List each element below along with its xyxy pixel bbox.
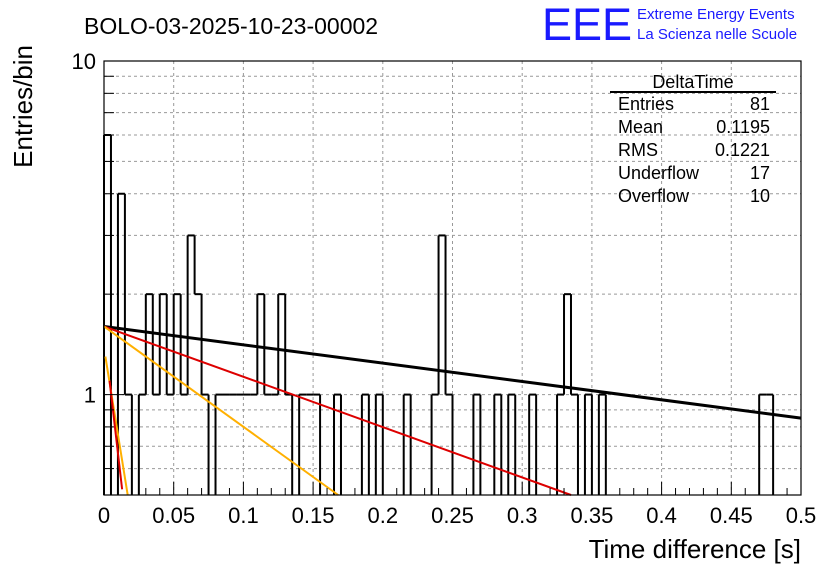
eee-logo-mark: EEE [542,0,632,50]
x-tick-label: 0 [98,503,110,528]
stats-row-label: Entries [618,94,674,114]
x-tick-label: 0.45 [710,503,753,528]
x-tick-label: 0.05 [152,503,195,528]
y-tick-label: 1 [84,383,96,408]
y-tick-labels: 1 10 [72,49,96,408]
stats-row-value: 81 [750,94,770,114]
eee-logo: EEE Extreme Energy Events La Scienza nel… [542,0,797,50]
fit-orange [103,325,339,496]
stats-row-value: 17 [750,163,770,183]
stats-row-label: Underflow [618,163,700,183]
x-tick-label: 0.15 [292,503,335,528]
x-axis-label: Time difference [s] [589,534,801,564]
x-tick-label: 0.35 [570,503,613,528]
x-tick-label: 0.2 [368,503,399,528]
axis-ticks [103,60,802,496]
x-tick-label: 0.25 [431,503,474,528]
logo-line-1: Extreme Energy Events [637,6,795,23]
logo-line-2: La Scienza nelle Scuole [637,26,797,43]
fit-red-steep [108,380,124,490]
stats-title: DeltaTime [652,72,733,92]
stats-row-label: Mean [618,117,663,137]
chart-title: BOLO-03-2025-10-23-00002 [84,13,378,39]
fit-black [103,325,802,420]
fit-red [103,325,572,496]
stats-box: DeltaTime Entries 81 Mean 0.1195 RMS 0.1221 Un… [610,72,776,206]
x-tick-labels: 0 0.05 0.1 0.15 0.2 0.25 0.3 0.35 0.4 0.45 0.5 [98,503,816,528]
x-tick-label: 0.1 [228,503,259,528]
x-tick-label: 0.4 [646,503,677,528]
stats-row-label: RMS [618,140,658,160]
y-axis-label: Entries/bin [8,45,38,168]
y-tick-label: 10 [72,49,96,74]
stats-row-value: 0.1221 [715,140,770,160]
fit-lines [103,325,802,496]
fit-orange-steep [104,356,129,496]
stats-row-label: Overflow [618,186,690,206]
x-tick-label: 0.5 [786,503,817,528]
stats-row-value: 0.1195 [716,117,770,137]
x-tick-label: 0.3 [507,503,538,528]
stats-rows: Entries 81 Mean 0.1195 RMS 0.1221 Underflow 17 O… [618,94,770,206]
stats-row-value: 10 [750,186,770,206]
